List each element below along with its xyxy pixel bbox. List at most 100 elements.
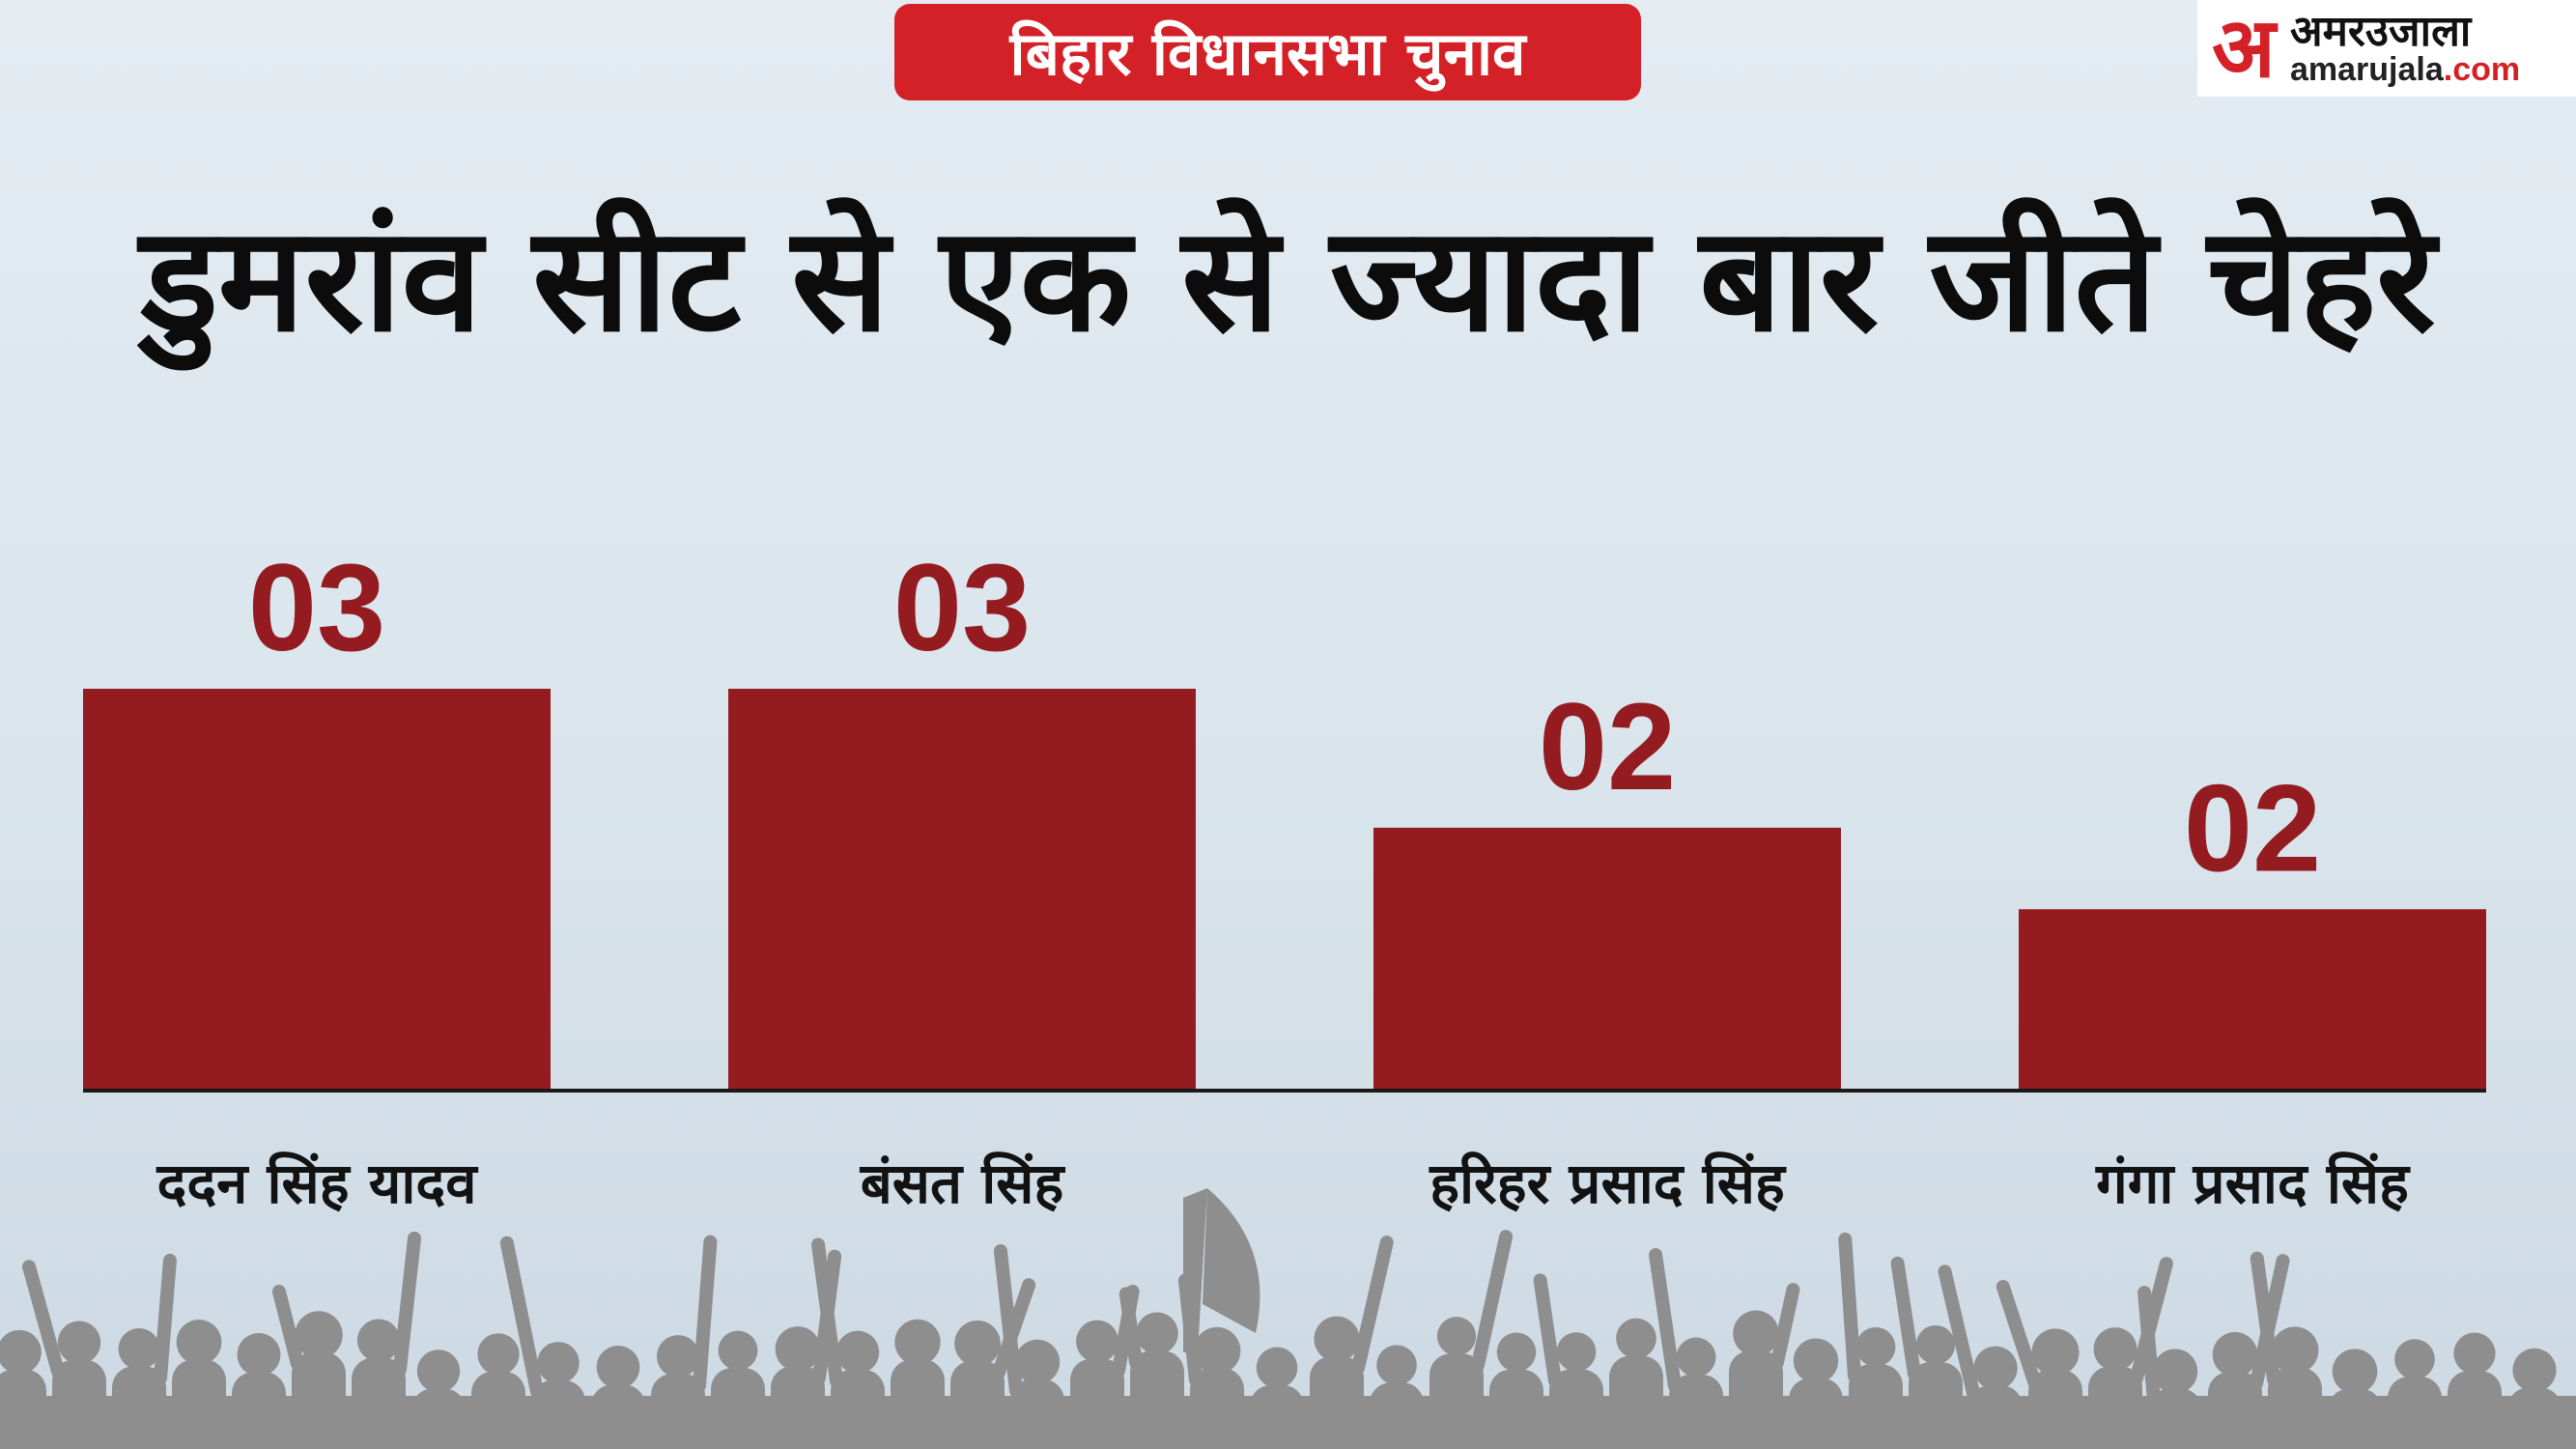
crowd-body	[711, 1368, 765, 1449]
crowd-head	[2453, 1332, 2496, 1375]
crowd-head	[1496, 1332, 1537, 1373]
crowd-head	[2271, 1326, 2319, 1375]
crowd-raised-arm	[2137, 1286, 2161, 1407]
value-label-3: 02	[1539, 678, 1676, 816]
chart-title: डुमरांव सीट से एक से ज्यादा बार जीते चेह…	[140, 196, 2436, 364]
crowd-body	[1968, 1385, 2023, 1449]
crowd-raised-arm	[154, 1253, 177, 1385]
crowd-head	[1376, 1345, 1417, 1386]
crowd-head	[656, 1335, 700, 1378]
bar-1	[83, 689, 551, 1090]
crowd-raised-arm	[1890, 1256, 1921, 1381]
value-label-1: 03	[248, 539, 385, 677]
crowd-body	[1909, 1362, 1963, 1449]
crowd-head	[775, 1326, 821, 1372]
crowd-raised-arm	[693, 1235, 718, 1393]
crowd-raised-arm	[22, 1260, 65, 1378]
crowd-raised-arm	[393, 1231, 422, 1377]
crowd-head	[1616, 1318, 1656, 1359]
crowd-body	[1370, 1382, 1424, 1449]
crowd-body	[2148, 1388, 2202, 1449]
crowd-body	[232, 1372, 286, 1449]
crowd-head	[1193, 1326, 1241, 1375]
value-label-4: 02	[2184, 759, 2321, 897]
crowd-body	[1190, 1368, 1244, 1449]
crowd-body	[1250, 1384, 1304, 1449]
crowd-raised-arm	[1471, 1230, 1514, 1373]
crowd-head	[1973, 1346, 2018, 1390]
crowd-head	[1676, 1337, 1716, 1378]
bar-2	[728, 689, 1196, 1090]
crowd-body	[2208, 1372, 2262, 1449]
crowd-body	[591, 1384, 645, 1449]
logo-url-prefix: amarujala	[2290, 51, 2444, 88]
category-label-2: बंसत सिंह	[860, 1151, 1066, 1216]
crowd-head	[1076, 1320, 1118, 1363]
crowd-raised-arm	[1649, 1248, 1682, 1393]
crowd-silhouette-icon	[0, 1188, 2576, 1449]
crowd-head	[2031, 1328, 2080, 1377]
crowd-body	[2507, 1387, 2562, 1449]
crowd-head	[176, 1320, 222, 1365]
crowd-body	[411, 1388, 466, 1449]
crowd-body	[0, 1369, 46, 1449]
crowd-head	[894, 1319, 941, 1366]
crowd-head	[1014, 1339, 1061, 1385]
crowd-head	[537, 1342, 580, 1384]
crowd-body	[352, 1357, 406, 1449]
crowd-body	[2448, 1371, 2502, 1449]
crowd-head	[1915, 1325, 1956, 1365]
crowd-body	[112, 1366, 166, 1449]
crowd-body	[1549, 1369, 1603, 1449]
logo-url-suffix: .com	[2443, 51, 2521, 88]
crowd-head	[2093, 1327, 2137, 1372]
crowd-body	[2388, 1377, 2442, 1449]
crowd-head	[1855, 1326, 1896, 1367]
crowd-raised-arm	[1770, 1283, 1800, 1370]
crowd-body	[1070, 1358, 1124, 1449]
crowd-raised-arm	[1118, 1287, 1143, 1370]
crowd-body	[651, 1374, 705, 1449]
crowd-head	[718, 1330, 758, 1371]
crowd-body	[2028, 1369, 2082, 1449]
crowd-raised-arm	[1351, 1236, 1394, 1376]
crowd-body	[2328, 1388, 2382, 1449]
crowd-body	[172, 1359, 226, 1449]
crowd-raised-arm	[2250, 1251, 2280, 1386]
crowd-head	[1793, 1338, 1839, 1383]
crowd-raised-arm	[993, 1244, 1023, 1398]
crowd-head	[2512, 1348, 2557, 1392]
crowd-body	[1789, 1378, 1843, 1449]
crowd-head	[118, 1328, 160, 1370]
bar-4	[2019, 909, 2486, 1090]
crowd-body	[471, 1371, 525, 1449]
value-label-2: 03	[893, 539, 1031, 677]
logo-url: amarujala.com	[2290, 53, 2520, 86]
crowd-head	[416, 1350, 461, 1393]
crowd-raised-arm	[1533, 1273, 1562, 1388]
crowd-head	[356, 1319, 401, 1362]
crowd-head	[2332, 1349, 2378, 1394]
crowd-raised-arm	[811, 1237, 843, 1388]
crowd-body	[891, 1359, 945, 1449]
category-label-3: हरिहर प्रसाद सिंह	[1429, 1151, 1787, 1216]
crowd-head	[295, 1311, 343, 1359]
amarujala-logo: अ अमरउजाला amarujala.com	[2197, 0, 2576, 97]
crowd-body	[831, 1369, 885, 1449]
election-badge: बिहार विधानसभा चुनाव	[894, 4, 1641, 100]
crowd-shapes	[0, 1188, 2576, 1449]
category-label-1: ददन सिंह यादव	[156, 1151, 479, 1216]
crowd-head	[954, 1320, 1001, 1367]
crowd-head	[1436, 1317, 1477, 1356]
crowd-head	[1136, 1312, 1178, 1355]
flag-icon	[1183, 1188, 1260, 1352]
crowd-body	[1430, 1353, 1484, 1449]
crowd-body	[1310, 1356, 1364, 1449]
crowd-head	[237, 1332, 281, 1377]
logo-mark-icon: अ	[2212, 0, 2276, 97]
crowd-body	[292, 1352, 346, 1449]
crowd-body	[1489, 1369, 1543, 1449]
bar-3	[1373, 827, 1841, 1090]
crowd-head	[2212, 1331, 2258, 1378]
crowd-body	[2268, 1367, 2322, 1449]
